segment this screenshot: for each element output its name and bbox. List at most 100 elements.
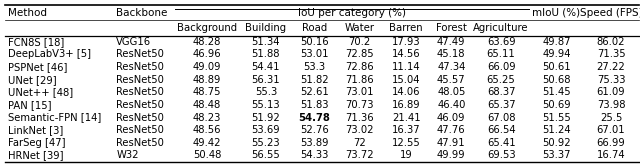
Text: DeepLabV3+ [5]: DeepLabV3+ [5] <box>8 50 91 59</box>
Text: 50.16: 50.16 <box>300 37 328 47</box>
Text: 51.88: 51.88 <box>252 50 280 59</box>
Text: Forest: Forest <box>436 23 467 33</box>
Text: UNet++ [48]: UNet++ [48] <box>8 87 73 97</box>
Text: 73.02: 73.02 <box>345 125 374 135</box>
Text: Water: Water <box>344 23 374 33</box>
Text: 71.35: 71.35 <box>596 50 625 59</box>
Text: Road: Road <box>301 23 327 33</box>
Text: 46.09: 46.09 <box>437 113 465 123</box>
Text: 86.02: 86.02 <box>597 37 625 47</box>
Text: 66.99: 66.99 <box>596 138 625 148</box>
Text: 53.3: 53.3 <box>303 62 325 72</box>
Text: ResNet50: ResNet50 <box>116 62 164 72</box>
Text: 54.78: 54.78 <box>298 113 330 123</box>
Text: 51.92: 51.92 <box>252 113 280 123</box>
Text: 50.48: 50.48 <box>193 150 221 160</box>
Text: 56.31: 56.31 <box>252 75 280 85</box>
Text: 16.37: 16.37 <box>392 125 420 135</box>
Text: 48.89: 48.89 <box>193 75 221 85</box>
Text: Speed (FPS): Speed (FPS) <box>580 8 640 18</box>
Text: 52.76: 52.76 <box>300 125 329 135</box>
Text: 71.86: 71.86 <box>345 75 374 85</box>
Text: 47.49: 47.49 <box>437 37 465 47</box>
Text: ResNet50: ResNet50 <box>116 125 164 135</box>
Text: 67.01: 67.01 <box>596 125 625 135</box>
Text: 51.45: 51.45 <box>542 87 571 97</box>
Text: 75.33: 75.33 <box>597 75 625 85</box>
Text: 48.23: 48.23 <box>193 113 221 123</box>
Text: 73.98: 73.98 <box>597 100 625 110</box>
Text: 51.55: 51.55 <box>542 113 571 123</box>
Text: 52.61: 52.61 <box>300 87 329 97</box>
Text: FCN8S [18]: FCN8S [18] <box>8 37 64 47</box>
Text: 68.37: 68.37 <box>487 87 515 97</box>
Text: 72: 72 <box>353 138 365 148</box>
Text: 19: 19 <box>400 150 413 160</box>
Text: 65.41: 65.41 <box>487 138 515 148</box>
Text: VGG16: VGG16 <box>116 37 152 47</box>
Text: 48.28: 48.28 <box>193 37 221 47</box>
Text: 48.48: 48.48 <box>193 100 221 110</box>
Text: Barren: Barren <box>390 23 423 33</box>
Text: ResNet50: ResNet50 <box>116 113 164 123</box>
Text: Building: Building <box>245 23 287 33</box>
Text: 65.25: 65.25 <box>486 75 515 85</box>
Text: Backbone: Backbone <box>116 8 168 18</box>
Text: 48.56: 48.56 <box>193 125 221 135</box>
Text: 71.36: 71.36 <box>345 113 374 123</box>
Text: 47.91: 47.91 <box>437 138 465 148</box>
Text: 48.75: 48.75 <box>193 87 221 97</box>
Text: 14.56: 14.56 <box>392 50 420 59</box>
Text: 11.14: 11.14 <box>392 62 420 72</box>
Text: 51.83: 51.83 <box>300 100 328 110</box>
Text: 56.55: 56.55 <box>252 150 280 160</box>
Text: 55.3: 55.3 <box>255 87 277 97</box>
Text: 66.09: 66.09 <box>487 62 515 72</box>
Text: Background: Background <box>177 23 237 33</box>
Text: 72.85: 72.85 <box>345 50 374 59</box>
Text: 53.89: 53.89 <box>300 138 328 148</box>
Text: 50.92: 50.92 <box>542 138 571 148</box>
Text: 73.01: 73.01 <box>345 87 374 97</box>
Text: ResNet50: ResNet50 <box>116 138 164 148</box>
Text: 49.87: 49.87 <box>542 37 571 47</box>
Text: 25.5: 25.5 <box>600 113 622 123</box>
Text: 46.40: 46.40 <box>437 100 465 110</box>
Text: Semantic-FPN [14]: Semantic-FPN [14] <box>8 113 101 123</box>
Text: 12.55: 12.55 <box>392 138 420 148</box>
Text: 65.11: 65.11 <box>486 50 515 59</box>
Text: 45.57: 45.57 <box>437 75 465 85</box>
Text: 51.24: 51.24 <box>542 125 571 135</box>
Text: 46.96: 46.96 <box>193 50 221 59</box>
Text: ResNet50: ResNet50 <box>116 87 164 97</box>
Text: IoU per category (%): IoU per category (%) <box>298 8 406 18</box>
Text: UNet [29]: UNet [29] <box>8 75 56 85</box>
Text: HRNet [39]: HRNet [39] <box>8 150 63 160</box>
Text: 51.34: 51.34 <box>252 37 280 47</box>
Text: LinkNet [3]: LinkNet [3] <box>8 125 63 135</box>
Text: FarSeg [47]: FarSeg [47] <box>8 138 65 148</box>
Text: 49.99: 49.99 <box>437 150 465 160</box>
Text: 49.42: 49.42 <box>193 138 221 148</box>
Text: Method: Method <box>8 8 47 18</box>
Text: 50.61: 50.61 <box>542 62 571 72</box>
Text: 47.34: 47.34 <box>437 62 465 72</box>
Text: 63.69: 63.69 <box>487 37 515 47</box>
Text: 17.93: 17.93 <box>392 37 420 47</box>
Text: 72.86: 72.86 <box>345 62 374 72</box>
Text: 49.94: 49.94 <box>542 50 571 59</box>
Text: 73.72: 73.72 <box>345 150 374 160</box>
Text: 66.54: 66.54 <box>487 125 515 135</box>
Text: 54.41: 54.41 <box>252 62 280 72</box>
Text: 21.41: 21.41 <box>392 113 420 123</box>
Text: 69.53: 69.53 <box>487 150 515 160</box>
Text: 27.22: 27.22 <box>596 62 625 72</box>
Text: ResNet50: ResNet50 <box>116 100 164 110</box>
Text: 70.2: 70.2 <box>348 37 371 47</box>
Text: 61.09: 61.09 <box>596 87 625 97</box>
Text: 47.76: 47.76 <box>437 125 465 135</box>
Text: 16.89: 16.89 <box>392 100 420 110</box>
Text: 50.69: 50.69 <box>542 100 571 110</box>
Text: 48.05: 48.05 <box>437 87 465 97</box>
Text: ResNet50: ResNet50 <box>116 50 164 59</box>
